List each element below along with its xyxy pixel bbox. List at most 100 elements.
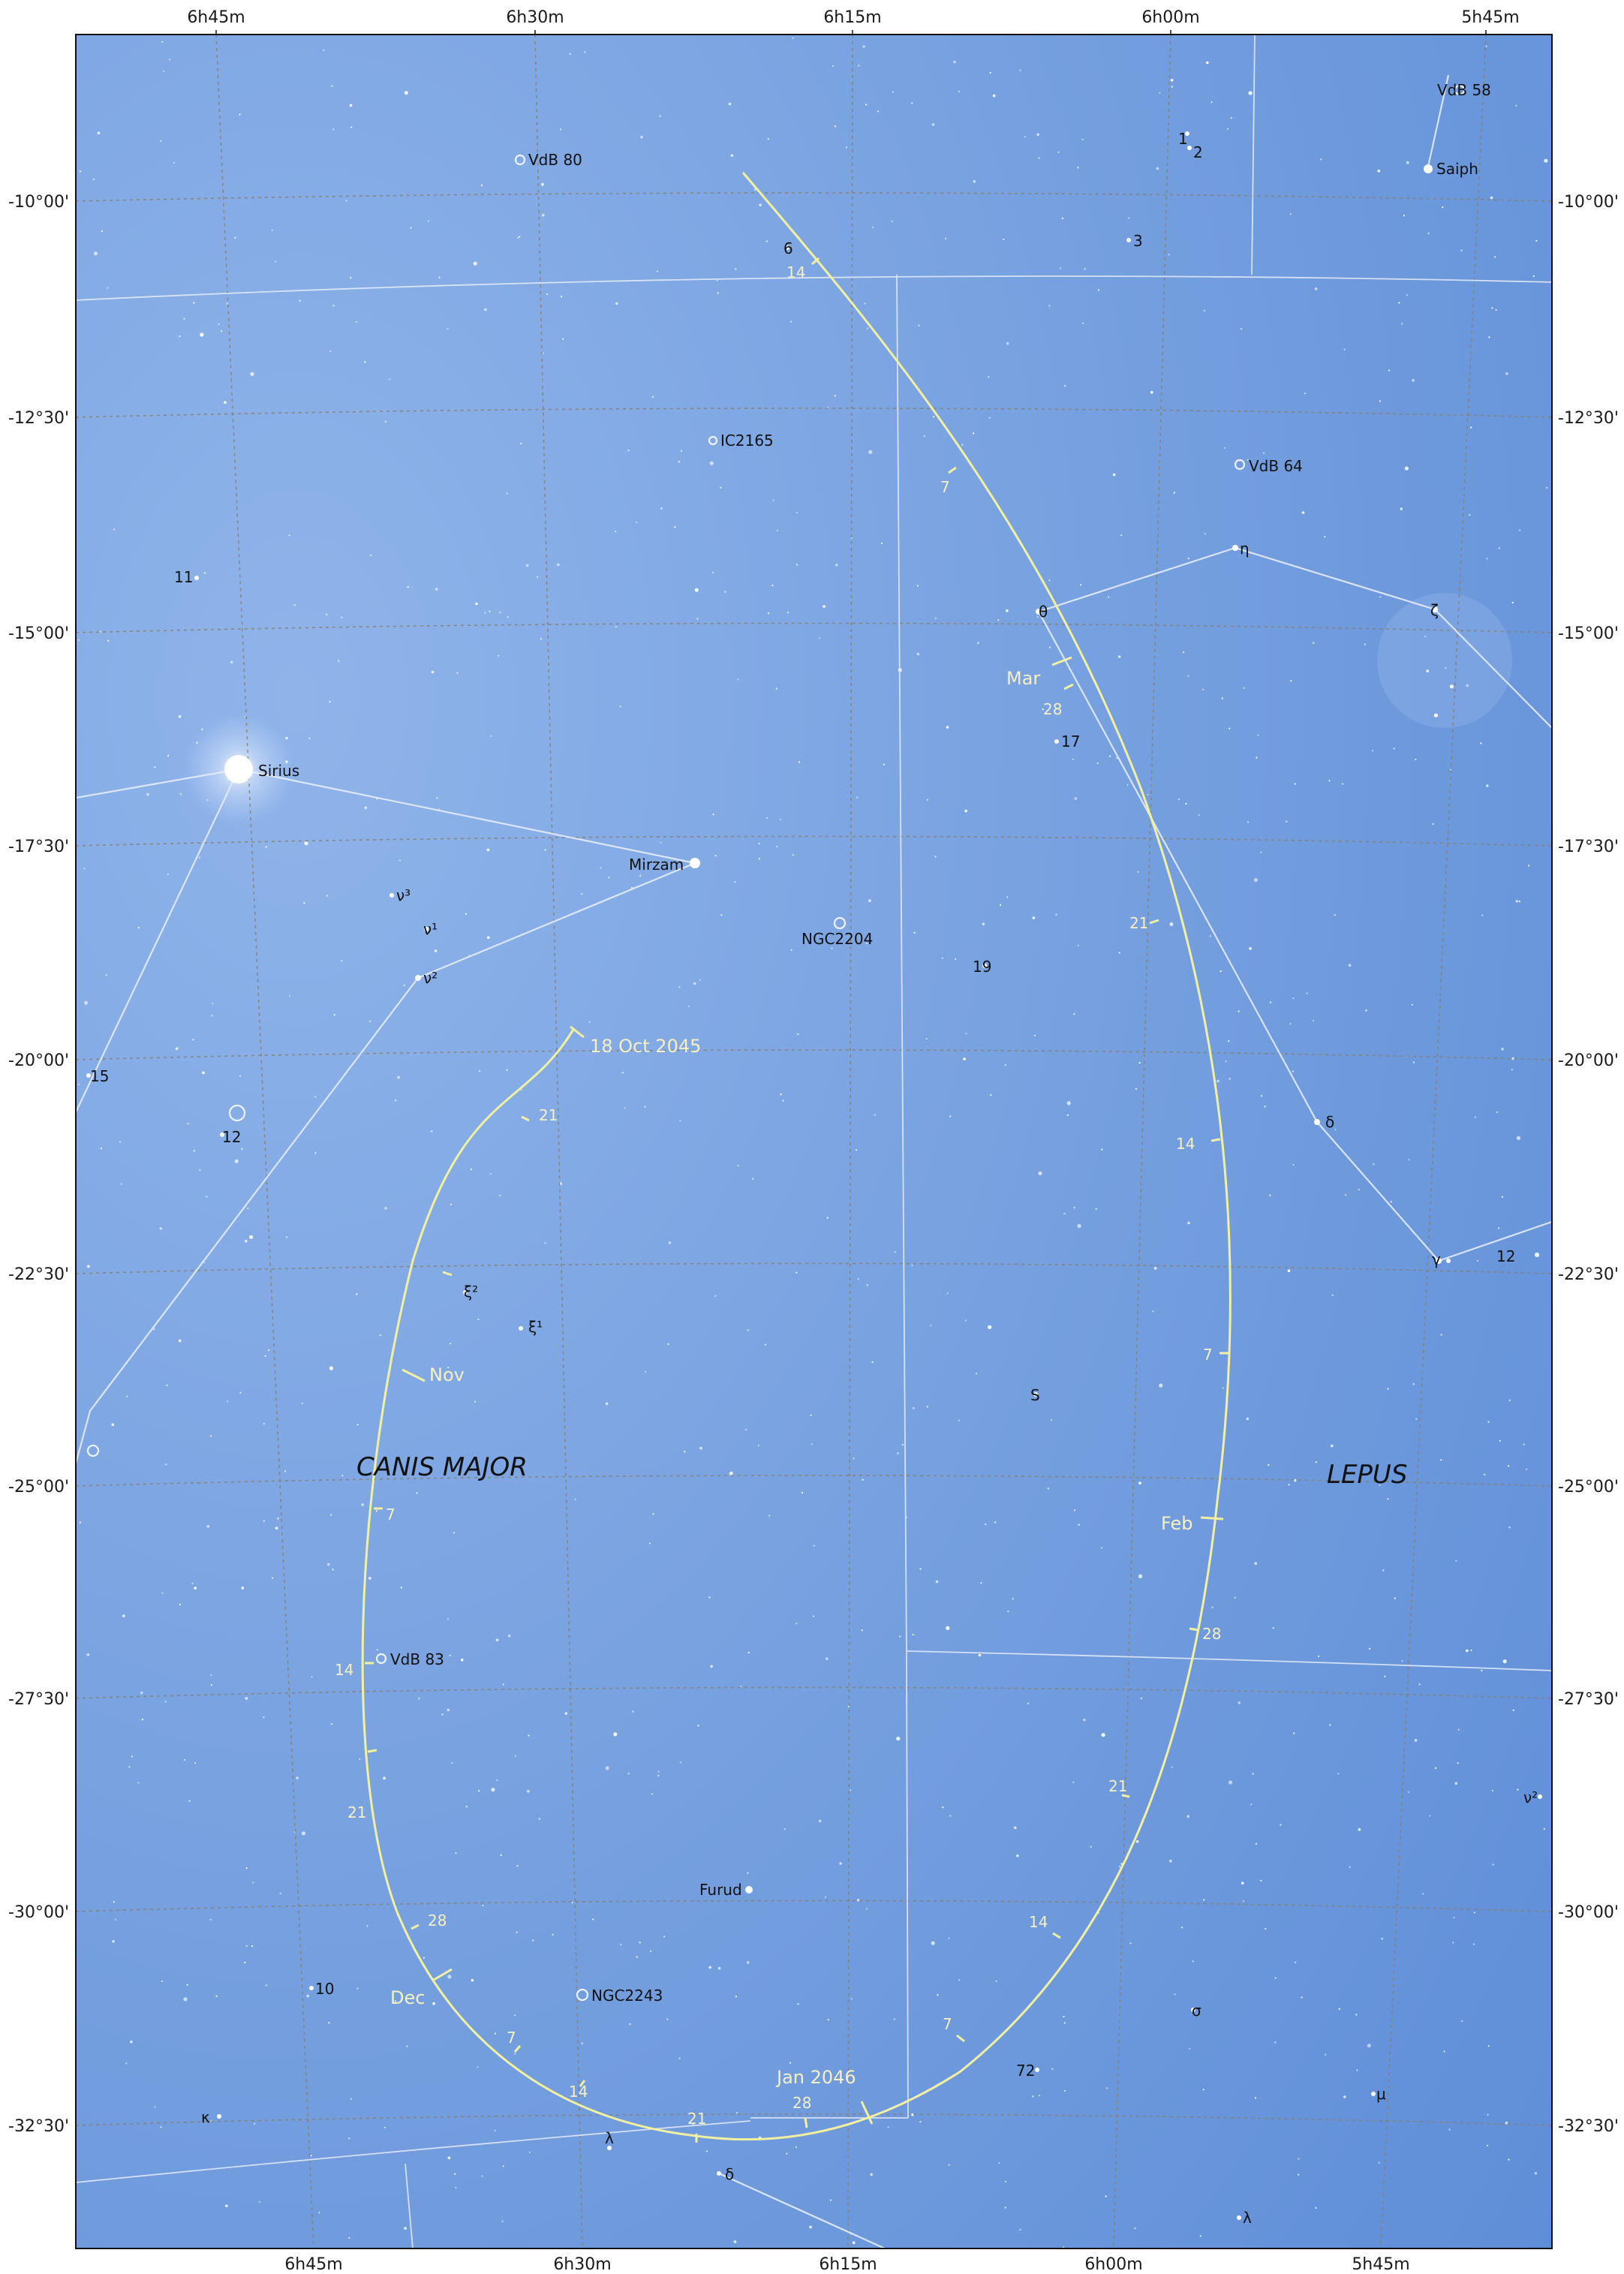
background-star [988,417,991,419]
background-star [304,841,308,846]
background-star [916,585,919,587]
day-tick-label: 28 [428,1912,447,1930]
dec-label-left: -20°00' [8,1051,69,1070]
background-star [699,979,702,981]
background-star [918,324,920,326]
background-star [432,2002,435,2005]
background-star [1415,1418,1418,1420]
dec-labels-right: -10°00' -12°30' -15°00' -17°30' -20°00' … [1558,193,1619,2136]
background-star [356,1424,359,1426]
background-star [507,616,509,618]
background-star [1455,1560,1457,1562]
background-star [1454,1782,1458,1785]
background-star [852,2241,856,2245]
label-xi2: ξ² [464,1283,478,1301]
background-star [1491,1789,1493,1792]
background-star [636,522,638,524]
background-star [288,534,290,537]
background-star [1460,249,1463,251]
background-star [823,605,826,608]
background-star [1272,1627,1274,1629]
background-star [1532,275,1535,278]
background-star [326,895,328,897]
background-star [299,299,301,302]
background-star [963,1057,966,1060]
dec-label-right: -27°30' [1558,1690,1619,1709]
background-star [667,1343,669,1345]
background-star [1406,161,1409,164]
background-star [740,1686,742,1688]
background-star [795,1623,798,1625]
background-star [202,1071,205,1075]
background-star [206,1196,208,1198]
background-star [651,1793,654,1795]
background-star [389,378,391,381]
day-tick-label: 14 [569,2083,588,2101]
background-star [506,492,508,495]
background-star [1084,268,1086,270]
background-star [1204,533,1206,535]
background-star [350,126,353,128]
background-star [1105,2087,1108,2089]
month-label-feb: Feb [1161,1513,1193,1534]
background-star [764,1343,767,1346]
background-star [977,642,979,644]
background-star [520,1088,523,1091]
background-star [627,450,630,452]
label-mu: μ [1376,2085,1386,2103]
ra-grid [215,35,1487,2248]
background-star [1457,1762,1459,1764]
background-star [679,1120,681,1122]
label-nu1: ν¹ [423,920,438,938]
background-star [1081,138,1084,140]
background-star [857,1278,859,1280]
background-star [481,2175,483,2177]
label-nu3: ν³ [396,886,411,904]
background-star [1254,1562,1257,1565]
background-star [835,564,838,567]
background-star [1384,1675,1386,1677]
background-star [792,854,794,856]
background-star [375,1510,377,1512]
background-star [697,1725,699,1727]
background-star [1449,684,1454,689]
background-star [329,1366,333,1370]
background-star [717,1966,721,1970]
background-star [1174,1993,1176,1996]
background-star [1253,877,1258,883]
background-star [955,958,957,961]
background-star [775,687,777,690]
background-star [801,1491,804,1494]
background-star [1292,1163,1295,1166]
dec-label-left: -10°00' [8,193,69,212]
background-star [880,542,883,545]
background-star [856,1899,860,1902]
background-star [659,115,661,117]
background-star [474,1400,477,1403]
background-star [368,1577,371,1580]
background-star [1432,823,1434,826]
background-star [1129,1942,1132,1945]
background-star [196,741,198,744]
background-star [729,1471,733,1475]
background-star [1128,217,1130,219]
background-star [916,652,920,656]
background-star [948,2164,950,2166]
background-star [581,2042,583,2044]
background-star [541,182,544,186]
background-star [574,1498,576,1500]
background-star [540,638,543,640]
background-star [1250,1803,1253,1806]
background-star [1081,322,1084,324]
background-star [779,818,781,820]
background-star [1364,643,1366,645]
background-star [1343,348,1346,350]
background-star [639,1942,641,1944]
background-star [1445,666,1447,669]
background-star [1358,1189,1360,1191]
label-ngc2243: NGC2243 [591,1987,663,2005]
background-star [716,279,718,281]
label-sigma: σ [1192,2002,1201,2020]
background-star [1242,1900,1244,1903]
background-star [1048,305,1051,307]
